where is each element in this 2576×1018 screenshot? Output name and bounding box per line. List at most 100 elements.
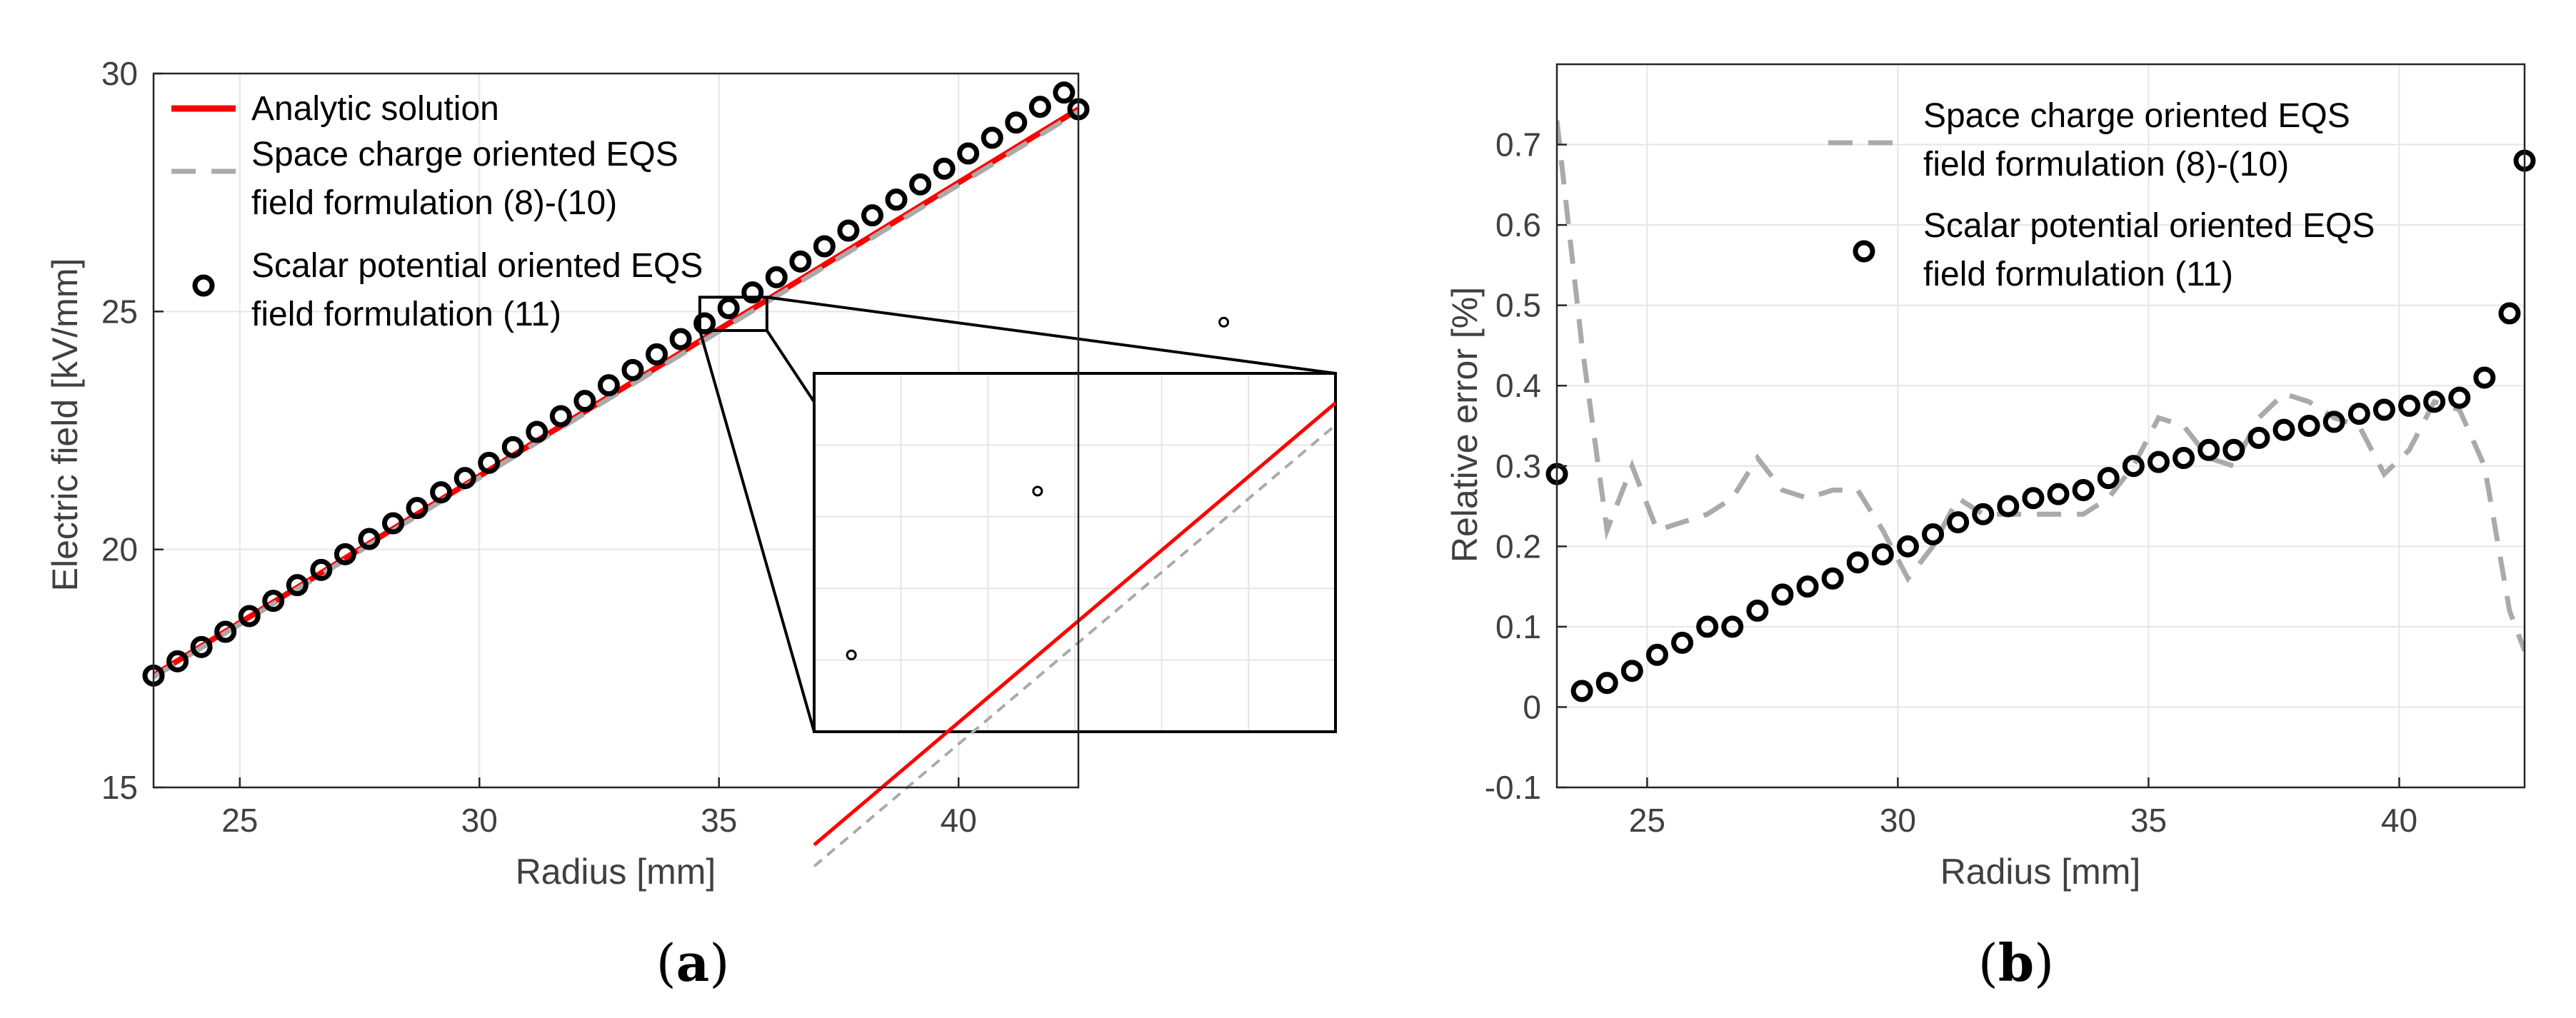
data-point bbox=[2247, 426, 2270, 449]
chart-a-xlabel: Radius [mm] bbox=[516, 852, 716, 892]
x-tick-label: 35 bbox=[701, 802, 737, 839]
data-point bbox=[1595, 672, 1618, 695]
data-point bbox=[789, 250, 812, 273]
legend-label-line: Space charge oriented EQS bbox=[1923, 97, 2350, 135]
data-point bbox=[2398, 394, 2421, 417]
zoom-connector bbox=[766, 329, 816, 403]
legend-label-line: Scalar potential oriented EQS bbox=[1923, 207, 2375, 245]
data-point bbox=[2448, 386, 2471, 409]
legend-scalar-swatch bbox=[1853, 240, 1875, 263]
chart-b-xlabel: Radius [mm] bbox=[1940, 852, 2141, 892]
data-point bbox=[1645, 643, 1668, 666]
data-point bbox=[2222, 438, 2245, 461]
inset-analytic-line bbox=[813, 401, 1337, 847]
data-point bbox=[669, 328, 692, 351]
inset-space-charge-line bbox=[813, 423, 1337, 867]
data-point bbox=[1671, 631, 1694, 654]
chart-a-axes: 25 30 35 40 15 20 25 30 bbox=[101, 55, 1080, 839]
data-point bbox=[837, 219, 860, 242]
y-tick-label: 20 bbox=[101, 531, 138, 568]
data-point bbox=[981, 126, 1003, 149]
y-tick-label: 0.1 bbox=[1495, 608, 1541, 645]
chart-b: 25 30 35 40 -0.1 0 0.1 0.2 0.3 0.4 0.5 0.6 0.7 Space… bbox=[1445, 63, 2536, 993]
data-point bbox=[2172, 447, 2195, 470]
legend-label-line: Scalar potential oriented EQS bbox=[251, 247, 703, 285]
data-point bbox=[1896, 535, 1919, 558]
data-point bbox=[1846, 551, 1869, 574]
y-tick-label: 0.4 bbox=[1495, 367, 1541, 404]
data-point bbox=[526, 420, 548, 443]
data-point bbox=[406, 497, 429, 520]
data-point bbox=[765, 266, 788, 288]
data-point bbox=[166, 650, 189, 672]
data-point bbox=[717, 297, 740, 320]
data-point bbox=[238, 605, 261, 628]
legend-label-line: field formulation (8)-(10) bbox=[1923, 146, 2289, 183]
data-point bbox=[1871, 543, 1894, 566]
data-point bbox=[1972, 503, 1995, 525]
data-point bbox=[2498, 302, 2521, 325]
data-point bbox=[1796, 575, 1819, 598]
chart-b-series bbox=[1545, 120, 2536, 702]
data-point bbox=[214, 620, 237, 643]
data-point bbox=[646, 343, 668, 366]
inset-data-point bbox=[846, 649, 857, 660]
legend-label-space-charge: Space charge oriented EQS field formulati… bbox=[1923, 97, 2350, 183]
x-tick-label: 30 bbox=[461, 802, 498, 839]
zoom-connector bbox=[766, 296, 1336, 375]
data-point bbox=[861, 204, 883, 227]
data-point bbox=[813, 235, 836, 258]
data-point bbox=[549, 405, 572, 428]
x-tick-label: 40 bbox=[941, 802, 977, 839]
x-tick-label: 35 bbox=[2130, 802, 2167, 839]
data-point bbox=[2297, 415, 2320, 437]
y-tick-label: 0.3 bbox=[1495, 448, 1541, 485]
x-tick-label: 40 bbox=[2381, 802, 2417, 839]
data-point bbox=[2197, 438, 2220, 461]
data-point bbox=[478, 451, 501, 474]
plot-frame bbox=[1555, 63, 2526, 789]
data-point bbox=[381, 512, 404, 535]
x-tick-label: 25 bbox=[1629, 802, 1665, 839]
inset-data-point bbox=[1218, 316, 1230, 328]
y-tick-label: 0.6 bbox=[1495, 206, 1541, 243]
data-point bbox=[621, 358, 644, 381]
inset-data-point bbox=[1032, 485, 1043, 497]
data-point bbox=[334, 543, 356, 565]
y-tick-label: 0 bbox=[1523, 688, 1541, 725]
y-tick-label: 25 bbox=[101, 293, 138, 330]
data-point bbox=[501, 435, 524, 458]
data-point bbox=[2097, 467, 2120, 490]
data-point bbox=[2372, 398, 2395, 421]
panel-label-a: (a) bbox=[656, 932, 730, 993]
chart-a: 25 30 35 40 15 20 25 30 Analytic solution Space … bbox=[45, 55, 1337, 993]
data-point bbox=[1053, 81, 1076, 104]
data-point bbox=[2322, 410, 2345, 433]
y-tick-label: 15 bbox=[101, 769, 138, 806]
data-point bbox=[2473, 366, 2496, 389]
chart-a-ylabel: Electric field [kV/mm] bbox=[45, 258, 85, 592]
data-point bbox=[933, 157, 956, 180]
data-point bbox=[190, 635, 213, 658]
data-point bbox=[741, 281, 764, 304]
data-point bbox=[1821, 567, 1844, 590]
data-point bbox=[1028, 96, 1051, 119]
data-point bbox=[1746, 599, 1769, 622]
plot-frame bbox=[152, 72, 1080, 789]
x-tick-label: 25 bbox=[221, 802, 258, 839]
data-point bbox=[597, 374, 620, 397]
data-point bbox=[453, 467, 476, 490]
data-point bbox=[2072, 479, 2095, 502]
data-point bbox=[430, 481, 453, 504]
data-point bbox=[1620, 660, 1643, 682]
data-point bbox=[1922, 523, 1945, 545]
chart-b-legend: Space charge oriented EQS field formulati… bbox=[1828, 97, 2375, 293]
data-point bbox=[2147, 450, 2170, 473]
data-point bbox=[1771, 583, 1794, 606]
data-point bbox=[2122, 455, 2145, 478]
space-charge-line bbox=[1557, 120, 2525, 652]
zoom-source-box bbox=[698, 296, 768, 333]
panel-label-b: (b) bbox=[1978, 932, 2055, 993]
chart-b-axes: 25 30 35 40 -0.1 0 0.1 0.2 0.3 0.4 0.5 0.6 0.7 bbox=[1485, 63, 2526, 839]
data-point bbox=[1696, 615, 1719, 638]
